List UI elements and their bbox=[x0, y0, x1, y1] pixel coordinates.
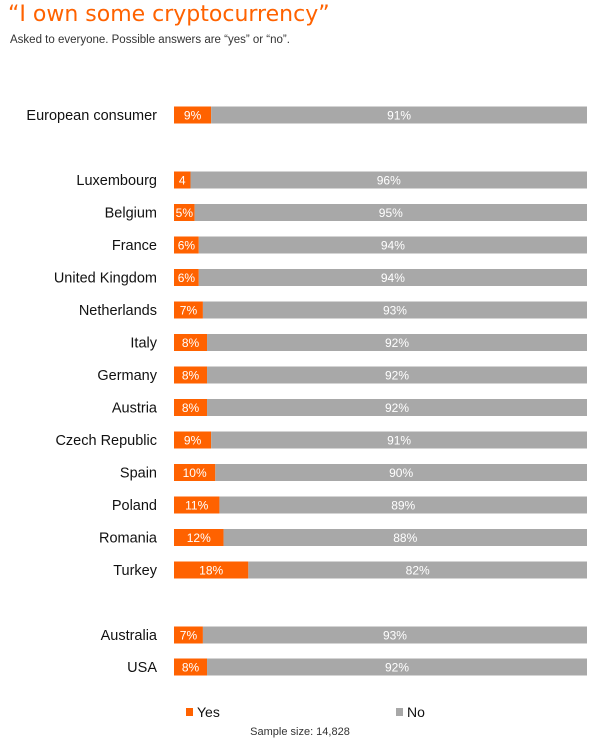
data-label-no-austria: 92% bbox=[385, 401, 409, 415]
data-label-yes-poland: 11% bbox=[185, 499, 208, 513]
data-label-yes-netherlands: 7% bbox=[180, 304, 198, 318]
data-label-yes-spain: 10% bbox=[183, 466, 207, 480]
sample-size-note: Sample size: 14,828 bbox=[250, 726, 350, 738]
bar-yes-turkey bbox=[174, 561, 249, 579]
category-label-austria: Austria bbox=[112, 401, 158, 417]
data-label-yes-turkey: 18% bbox=[199, 564, 223, 578]
bar-no-united-kingdom bbox=[198, 269, 587, 286]
data-label-yes-romania: 12% bbox=[187, 531, 211, 545]
data-label-yes-italy: 8% bbox=[182, 336, 200, 350]
bar-no-italy bbox=[207, 334, 588, 351]
bar-yes-romania bbox=[174, 529, 224, 546]
data-label-yes-belgium: 5% bbox=[176, 206, 194, 220]
data-label-no-belgium: 95% bbox=[379, 206, 403, 220]
data-label-no-australia: 93% bbox=[383, 629, 407, 643]
chart-subtitle: Asked to everyone. Possible answers are … bbox=[10, 34, 290, 46]
data-label-no-luxembourg: 96% bbox=[377, 174, 401, 188]
data-label-yes-australia: 7% bbox=[180, 629, 198, 643]
data-label-no-usa: 92% bbox=[385, 661, 409, 675]
bar-no-european-consumer bbox=[211, 106, 588, 124]
data-label-yes-austria: 8% bbox=[182, 401, 200, 415]
data-label-no-italy: 92% bbox=[385, 336, 409, 350]
category-label-spain: Spain bbox=[120, 466, 157, 482]
bar-yes-australia bbox=[174, 626, 203, 644]
data-label-yes-usa: 8% bbox=[182, 661, 200, 675]
data-label-yes-germany: 8% bbox=[182, 369, 200, 383]
data-label-no-france: 94% bbox=[381, 239, 405, 253]
data-label-no-united-kingdom: 94% bbox=[381, 271, 405, 285]
category-label-united-kingdom: United Kingdom bbox=[54, 271, 157, 287]
bar-no-luxembourg bbox=[190, 171, 587, 189]
category-label-czech-republic: Czech Republic bbox=[55, 433, 157, 449]
bar-yes-czech-republic bbox=[174, 431, 212, 449]
category-label-belgium: Belgium bbox=[105, 206, 157, 222]
bar-no-usa bbox=[207, 658, 588, 676]
bar-no-france bbox=[198, 236, 587, 254]
bar-no-czech-republic bbox=[211, 431, 588, 449]
data-label-no-turkey: 82% bbox=[406, 564, 430, 578]
category-label-australia: Australia bbox=[101, 628, 158, 644]
category-label-usa: USA bbox=[127, 660, 157, 676]
legend-label-yes: Yes bbox=[197, 704, 220, 720]
legend-swatch-no bbox=[396, 708, 403, 716]
data-label-no-european-consumer: 91% bbox=[387, 109, 411, 123]
bar-no-germany bbox=[207, 366, 588, 384]
data-label-no-spain: 90% bbox=[389, 466, 413, 480]
bar-yes-united-kingdom bbox=[174, 269, 199, 286]
data-label-yes-united-kingdom: 6% bbox=[178, 271, 196, 285]
legend-label-no: No bbox=[407, 704, 425, 720]
bar-no-netherlands bbox=[202, 301, 587, 319]
category-label-france: France bbox=[112, 238, 157, 254]
bar-no-poland bbox=[219, 496, 587, 514]
category-label-netherlands: Netherlands bbox=[79, 303, 157, 319]
legend-swatch-yes bbox=[186, 708, 193, 716]
chart-title: “I own some cryptocurrency” bbox=[8, 2, 330, 27]
category-label-poland: Poland bbox=[112, 498, 157, 514]
bar-yes-france bbox=[174, 236, 199, 254]
data-label-no-germany: 92% bbox=[385, 369, 409, 383]
bar-no-turkey bbox=[248, 561, 587, 579]
bar-yes-usa bbox=[174, 658, 208, 676]
data-label-yes-france: 6% bbox=[178, 239, 196, 253]
category-label-european-consumer: European consumer bbox=[26, 108, 157, 124]
data-label-yes-luxembourg: 4 bbox=[179, 174, 186, 188]
category-label-turkey: Turkey bbox=[113, 563, 158, 579]
bar-yes-italy bbox=[174, 334, 208, 351]
data-label-no-poland: 89% bbox=[391, 499, 415, 513]
bar-yes-belgium bbox=[174, 204, 195, 221]
category-label-luxembourg: Luxembourg bbox=[76, 173, 157, 189]
bar-no-spain bbox=[215, 464, 588, 481]
data-label-no-netherlands: 93% bbox=[383, 304, 407, 318]
bar-yes-germany bbox=[174, 366, 208, 384]
bar-no-romania bbox=[223, 529, 587, 546]
bar-no-belgium bbox=[194, 204, 587, 221]
bar-yes-european-consumer bbox=[174, 106, 212, 124]
data-label-yes-czech-republic: 9% bbox=[184, 434, 202, 448]
bar-no-australia bbox=[202, 626, 587, 644]
bar-yes-netherlands bbox=[174, 301, 203, 319]
data-label-yes-european-consumer: 9% bbox=[184, 109, 202, 123]
data-label-no-romania: 88% bbox=[393, 531, 417, 545]
bar-yes-poland bbox=[174, 496, 220, 514]
bar-yes-austria bbox=[174, 399, 208, 416]
data-label-no-czech-republic: 91% bbox=[387, 434, 411, 448]
bar-yes-spain bbox=[174, 464, 216, 481]
bar-no-austria bbox=[207, 399, 588, 416]
bar-yes-luxembourg bbox=[174, 171, 191, 189]
category-label-romania: Romania bbox=[99, 531, 158, 547]
category-label-germany: Germany bbox=[97, 368, 157, 384]
category-label-italy: Italy bbox=[130, 336, 157, 352]
